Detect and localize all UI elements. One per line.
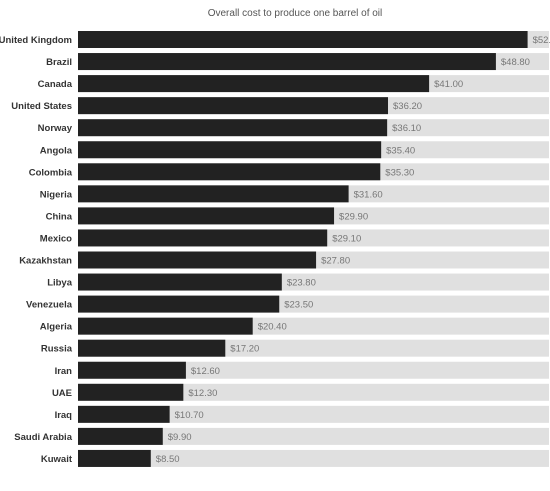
category-label: Norway [38, 123, 73, 134]
bar [78, 185, 349, 203]
bar [78, 317, 253, 335]
bar-track [78, 427, 549, 445]
value-label: $20.40 [258, 322, 287, 333]
value-label: $52.50 [533, 35, 550, 46]
category-label: Iraq [55, 410, 73, 421]
value-label: $8.50 [156, 454, 180, 465]
category-label: Russia [41, 344, 73, 355]
value-label: $9.90 [168, 432, 192, 443]
bar [78, 97, 389, 115]
value-label: $41.00 [434, 79, 463, 90]
bar [78, 383, 184, 401]
value-label: $23.80 [287, 278, 316, 289]
bar [78, 31, 528, 48]
value-label: $23.50 [284, 300, 313, 311]
bar [78, 251, 317, 269]
category-label: Kuwait [41, 454, 73, 465]
bar [78, 75, 430, 93]
bar [78, 273, 282, 291]
value-label: $35.30 [385, 167, 414, 178]
category-label: Nigeria [40, 189, 73, 200]
bar [78, 53, 496, 71]
value-label: $17.20 [230, 344, 259, 355]
bar [78, 295, 280, 313]
category-label: Mexico [40, 233, 72, 244]
value-label: $36.10 [392, 123, 421, 134]
category-label: Angola [40, 145, 73, 156]
value-label: $29.90 [339, 211, 368, 222]
value-label: $29.10 [332, 233, 361, 244]
category-label: China [46, 211, 73, 222]
category-label: Venezuela [26, 300, 73, 311]
value-label: $12.60 [191, 366, 220, 377]
category-label: Canada [38, 79, 73, 90]
value-label: $27.80 [321, 256, 350, 267]
bar-track [78, 449, 549, 467]
bar [78, 141, 382, 159]
value-label: $48.80 [501, 57, 530, 68]
category-label: Saudi Arabia [14, 432, 72, 443]
bar [78, 361, 186, 379]
category-label: United Kingdom [0, 35, 72, 46]
value-label: $10.70 [175, 410, 204, 421]
bar [78, 163, 381, 181]
bar [78, 207, 335, 225]
value-label: $31.60 [354, 189, 383, 200]
bar-track [78, 383, 549, 401]
category-label: Colombia [29, 167, 73, 178]
bar [78, 229, 328, 247]
value-label: $35.40 [386, 145, 415, 156]
bar [78, 427, 163, 445]
category-label: Iran [55, 366, 73, 377]
bar [78, 449, 151, 467]
category-label: United States [11, 101, 72, 112]
category-label: Kazakhstan [19, 256, 72, 267]
value-label: $12.30 [188, 388, 217, 399]
bar [78, 339, 226, 357]
bar [78, 119, 388, 137]
bar-track [78, 361, 549, 379]
chart-title: Overall cost to produce one barrel of oi… [207, 8, 383, 19]
value-label: $36.20 [393, 101, 422, 112]
category-label: Algeria [40, 322, 73, 333]
bar [78, 405, 170, 423]
bar-track [78, 405, 549, 423]
category-label: Libya [47, 278, 73, 289]
category-label: Brazil [46, 57, 72, 68]
category-label: UAE [52, 388, 72, 399]
